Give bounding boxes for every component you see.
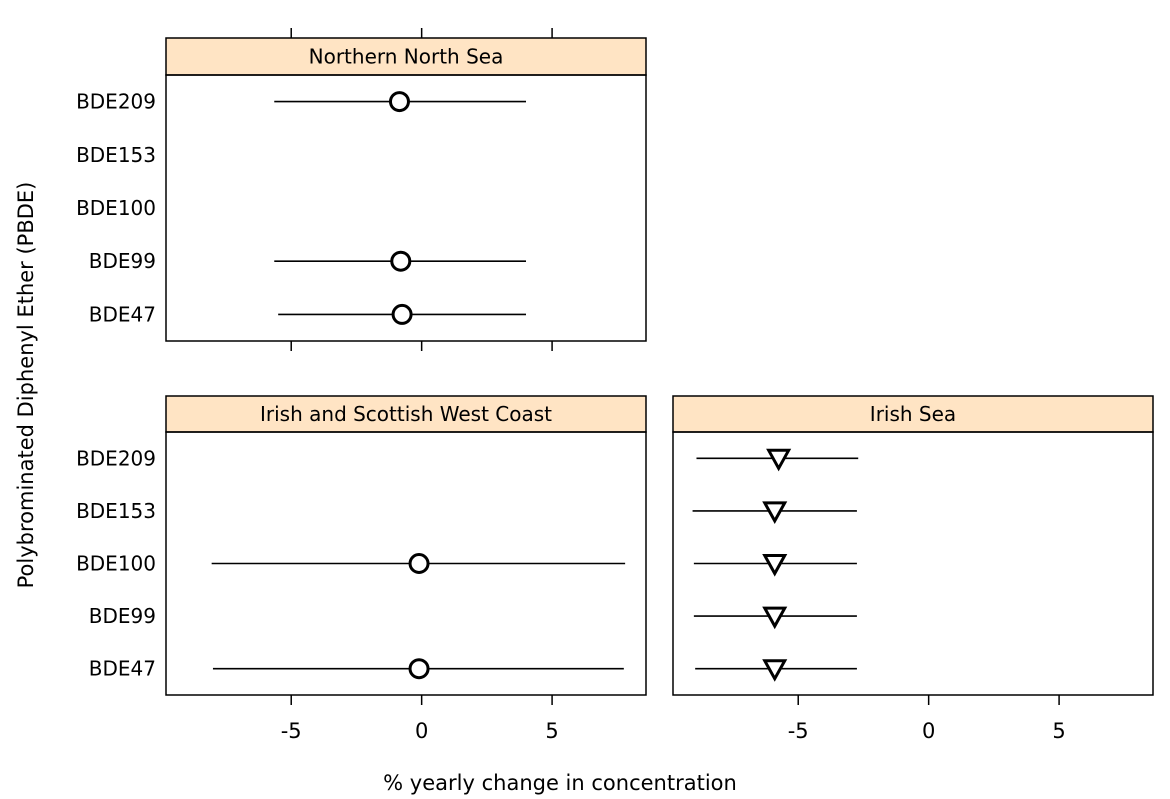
y-tick-label: BDE47 — [89, 657, 156, 681]
panel-frame — [672, 431, 1154, 696]
panel-frame — [165, 74, 647, 342]
x-tick-label: 0 — [922, 719, 935, 743]
x-tick-label: -5 — [788, 719, 809, 743]
y-tick-label: BDE100 — [76, 552, 156, 576]
point-marker-circle — [391, 303, 413, 325]
y-tick-label: BDE209 — [76, 446, 156, 470]
point-marker-triangle — [762, 554, 788, 577]
x-axis-label: % yearly change in concentration — [383, 771, 737, 795]
y-tick-label: BDE99 — [89, 249, 156, 273]
point-marker-circle — [408, 553, 430, 574]
x-tick-label: 0 — [415, 719, 428, 743]
point-marker-circle — [388, 91, 410, 113]
panel-title: Irish Sea — [870, 402, 956, 426]
panel-strip — [672, 395, 1154, 433]
panel-frame — [165, 431, 647, 696]
panel-1: Irish and Scottish West Coast -5 0 5 BDE209 B… — [76, 395, 647, 743]
panel-2: Irish Sea -5 0 5 — [672, 395, 1154, 743]
y-tick-label: BDE100 — [76, 196, 156, 220]
point-marker-triangle — [762, 501, 788, 524]
point-marker-circle — [408, 658, 430, 680]
panel-0: Northern North Sea BDE209 BDE153 BDE100 BDE9… — [76, 28, 647, 351]
y-axis-label: Polybrominated Diphenyl Ether (PBDE) — [14, 182, 38, 589]
y-tick-label: BDE153 — [76, 499, 156, 523]
panel-strip — [165, 37, 647, 76]
y-tick-label: BDE47 — [89, 302, 156, 326]
point-marker-triangle — [762, 606, 788, 630]
x-tick-label: 5 — [1052, 719, 1065, 743]
panel-title: Irish and Scottish West Coast — [260, 402, 552, 426]
x-tick-label: 5 — [545, 719, 558, 743]
y-tick-label: BDE99 — [89, 604, 156, 628]
panel-title: Northern North Sea — [309, 45, 504, 69]
y-tick-label: BDE209 — [76, 90, 156, 114]
y-tick-label: BDE153 — [76, 143, 156, 167]
point-marker-triangle — [766, 448, 792, 472]
x-tick-label: -5 — [281, 719, 302, 743]
point-marker-circle — [390, 250, 412, 272]
point-marker-triangle — [762, 659, 788, 682]
